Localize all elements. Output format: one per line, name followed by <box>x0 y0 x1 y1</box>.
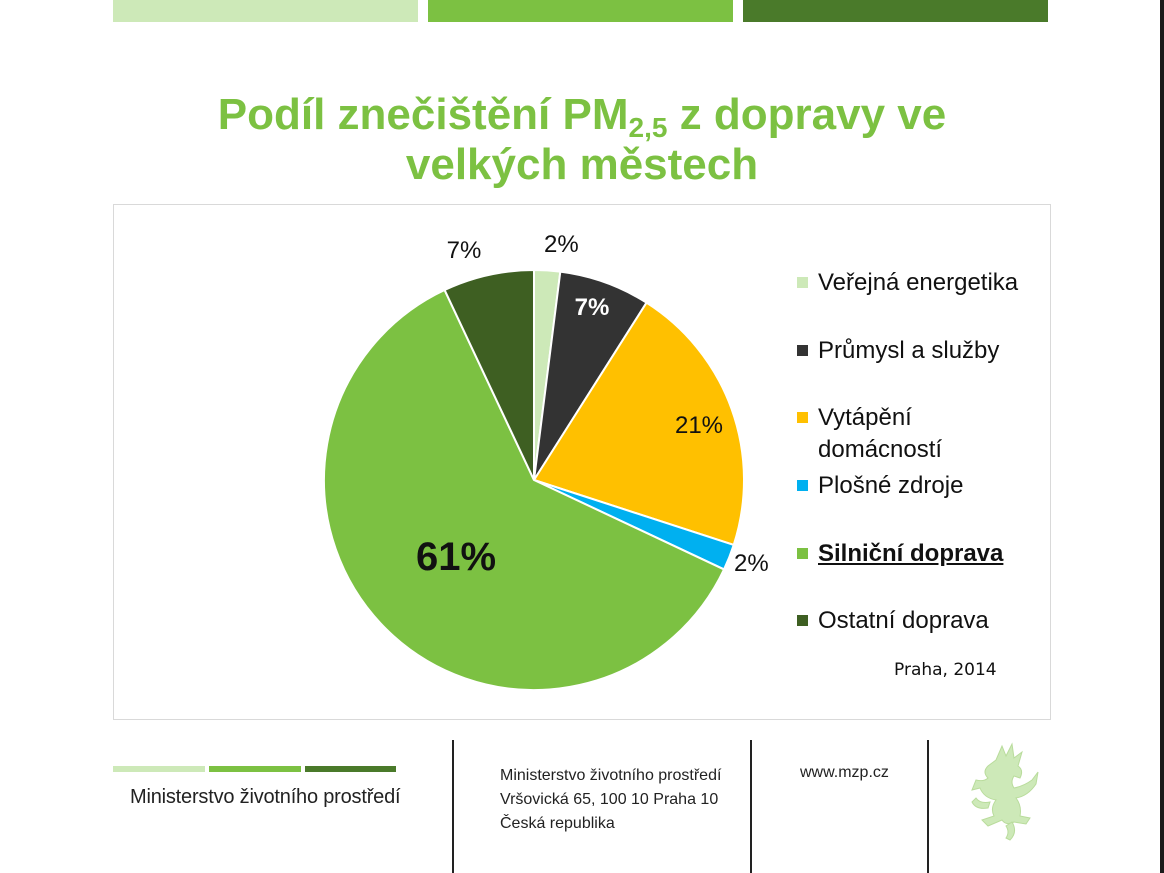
footer-bar-mid <box>209 766 301 772</box>
pie-slice-4 <box>323 288 726 691</box>
slide-title: Podíl znečištění PM2,5 z dopravy ve velk… <box>130 90 1034 190</box>
title-subscript: 2,5 <box>628 112 668 143</box>
top-bar-light <box>113 0 418 22</box>
legend-swatch <box>797 615 808 626</box>
footer-bar-light <box>113 766 205 772</box>
legend-label-line2: domácností <box>818 436 943 463</box>
address-line-3: Česká republika <box>500 815 615 832</box>
right-border <box>1160 0 1164 873</box>
legend-label: Vytápění domácností <box>818 402 942 466</box>
footer-bar-dark <box>305 766 396 772</box>
legend-label: Veřejná energetika <box>818 269 1019 296</box>
legend-swatch <box>797 277 808 288</box>
legend-swatch <box>797 480 808 491</box>
title-line-2: velkých městech <box>405 140 759 189</box>
legend-swatch <box>797 548 808 559</box>
pie-data-label-4: 61% <box>416 535 496 579</box>
title-prefix: Podíl znečištění PM <box>217 90 629 139</box>
legend-label: Průmysl a služby <box>818 337 1000 364</box>
pie-chart: 2% 7% 21% 2% 61% 7% <box>323 231 769 691</box>
pie-data-label-2: 21% <box>675 412 723 439</box>
ministry-name: Ministerstvo životního prostředí <box>130 786 401 808</box>
pie-data-label-3: 2% <box>734 550 769 577</box>
pie-data-label-0: 2% <box>544 231 579 258</box>
footer-divider <box>750 740 752 873</box>
title-suffix: z dopravy ve <box>667 90 947 139</box>
top-bar-dark <box>743 0 1048 22</box>
pie-data-label-1: 7% <box>575 294 610 321</box>
pie-data-label-5: 7% <box>447 237 482 264</box>
footer-divider <box>452 740 454 873</box>
top-bar-mid <box>428 0 733 22</box>
pie-slice-5 <box>443 268 535 481</box>
pie-slice-2 <box>532 301 745 547</box>
chart-annotation: Praha, 2014 <box>894 660 997 680</box>
chart-area: 2% 7% 21% 2% 61% 7% Veřejná energetika Průmys… <box>113 204 1051 720</box>
website-link[interactable]: www.mzp.cz <box>800 764 889 781</box>
legend-label: Ostatní doprava <box>818 607 989 634</box>
legend-label: Plošné zdroje <box>818 472 964 499</box>
legend-label-line1: Vytápění <box>818 404 912 431</box>
address-line-2: Vršovická 65, 100 10 Praha 10 <box>500 791 719 808</box>
title-line-1: Podíl znečištění PM2,5 z dopravy ve <box>130 90 1034 143</box>
lion-emblem-icon <box>966 742 1048 847</box>
legend-swatch <box>797 345 808 356</box>
footer-divider <box>927 740 929 873</box>
footer-address: Ministerstvo životního prostředí Vršovic… <box>500 764 721 836</box>
legend-label: Silniční doprava <box>818 540 1004 567</box>
legend-swatch <box>797 412 808 423</box>
address-line-1: Ministerstvo životního prostředí <box>500 767 722 784</box>
